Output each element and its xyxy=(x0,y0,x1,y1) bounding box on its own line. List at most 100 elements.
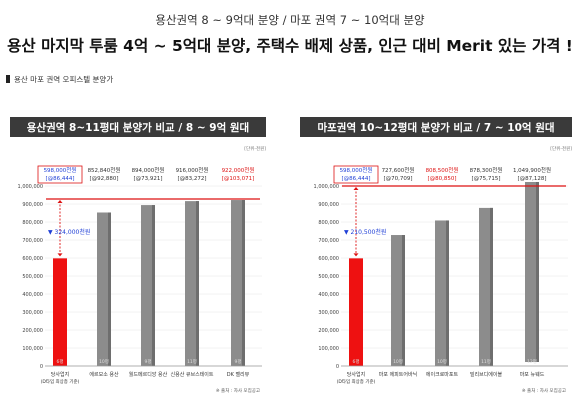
value-label: 808,500천원 xyxy=(426,166,459,174)
y-tick-label: 900,000 xyxy=(318,202,339,208)
difference-arrow-head-up xyxy=(57,200,63,203)
pyeong-label: [@70,709] xyxy=(383,176,412,182)
bar xyxy=(479,207,493,366)
chart-title: 마포권역 10~12평대 분양가 비교 / 7 ~ 10억 원대 xyxy=(317,121,554,134)
y-tick-label: 400,000 xyxy=(22,292,43,298)
difference-arrow-head-down xyxy=(353,253,359,257)
bar-inner-label: 9평 xyxy=(234,358,241,365)
header-title: 용산 마지막 투룸 4억 ~ 5억대 분양, 주택수 배제 상품, 인근 대비 … xyxy=(7,37,573,55)
value-label: 852,840천원 xyxy=(88,166,121,174)
y-tick-label: 500,000 xyxy=(22,274,43,280)
bar-inner-label: 10평 xyxy=(99,358,109,365)
value-label: 598,000천원 xyxy=(44,166,77,174)
bar xyxy=(185,201,199,366)
category-label: 당사업지 xyxy=(51,371,69,378)
bar-inner-label: 9평 xyxy=(144,358,151,365)
pyeong-label: [@75,715] xyxy=(471,176,500,182)
bar-shade xyxy=(196,201,199,366)
bar xyxy=(349,258,363,366)
bar-inner-label: 10평 xyxy=(393,358,403,365)
bar-shade xyxy=(242,200,245,366)
pyeong-label: [@103,071] xyxy=(222,176,255,182)
bullet-square-icon xyxy=(6,75,10,83)
bar-shade xyxy=(402,235,405,366)
y-tick-label: 200,000 xyxy=(318,328,339,334)
pyeong-label: [@86,444] xyxy=(341,176,370,182)
value-label: 727,600천원 xyxy=(382,166,415,174)
difference-arrow-head-up xyxy=(353,187,359,190)
y-tick-label: 600,000 xyxy=(22,256,43,262)
chart-title-bar xyxy=(10,117,266,137)
highlight-label-box xyxy=(37,165,83,184)
bar xyxy=(53,258,67,366)
value-label: 916,000천원 xyxy=(176,166,209,174)
pyeong-label: [@73,921] xyxy=(133,176,162,182)
value-label: 1,049,900천원 xyxy=(513,166,551,174)
value-label: 598,000천원 xyxy=(340,166,373,174)
bar xyxy=(141,205,155,366)
section-label: 용산 마포 권역 오피스텔 분양가 xyxy=(6,74,113,85)
y-tick-label: 0 xyxy=(336,364,339,370)
bar-shade xyxy=(490,207,493,366)
bar-inner-label: 12평 xyxy=(527,358,537,365)
y-tick-label: 300,000 xyxy=(318,310,339,316)
bar-shade xyxy=(108,212,111,366)
y-tick-label: 800,000 xyxy=(22,220,43,226)
y-tick-label: 800,000 xyxy=(318,220,339,226)
y-tick-label: 0 xyxy=(40,364,43,370)
value-label: 894,000천원 xyxy=(132,166,165,174)
y-tick-label: 100,000 xyxy=(22,346,43,352)
highlight-label-box xyxy=(333,165,379,184)
bar-shade xyxy=(446,220,449,366)
bar-inner-label: 10평 xyxy=(437,358,447,365)
category-label: 에이크로마포트 xyxy=(426,371,459,378)
y-tick-label: 300,000 xyxy=(22,310,43,316)
pyeong-label: [@87,128] xyxy=(517,176,546,182)
bar-shade xyxy=(536,182,539,362)
y-tick-label: 500,000 xyxy=(318,274,339,280)
y-tick-label: 600,000 xyxy=(318,256,339,262)
y-tick-label: 400,000 xyxy=(318,292,339,298)
difference-label: ▼ 210,500천원 xyxy=(344,228,386,236)
category-label: 에르모소 용산 xyxy=(89,371,119,378)
unit-note: [단위-천원] xyxy=(244,145,266,152)
bar-inner-label: 6평 xyxy=(352,358,359,365)
category-label: 월드메르디앙 용산 xyxy=(129,371,168,378)
y-tick-label: 700,000 xyxy=(22,238,43,244)
category-label: 마포 뉴웨드 xyxy=(520,371,545,378)
section-label-text: 용산 마포 권역 오피스텔 분양가 xyxy=(14,75,114,84)
y-tick-label: 700,000 xyxy=(318,238,339,244)
pyeong-label: [@92,880] xyxy=(89,176,118,182)
y-tick-label: 900,000 xyxy=(22,202,43,208)
y-tick-label: 200,000 xyxy=(22,328,43,334)
category-sublabel: (D타입 최상층 기준) xyxy=(41,378,80,385)
category-sublabel: (D타입 최상층 기준) xyxy=(337,378,376,385)
pyeong-label: [@80,850] xyxy=(427,176,456,182)
category-label: 마포 에피트어바닉 xyxy=(379,371,417,378)
y-tick-label: 100,000 xyxy=(318,346,339,352)
bar xyxy=(435,220,449,366)
difference-label: ▼ 324,000천원 xyxy=(48,228,90,236)
pyeong-label: [@86,444] xyxy=(45,176,74,182)
chart-title-bar xyxy=(300,117,572,137)
chart-title: 용산권역 8~11평대 분양가 비교 / 8 ~ 9억 원대 xyxy=(27,121,249,134)
category-label: 신용산 큐브스테이트 xyxy=(171,371,214,378)
y-tick-label: 1,000,000 xyxy=(18,184,43,190)
bar xyxy=(231,200,245,366)
y-tick-label: 1,000,000 xyxy=(314,184,339,190)
bar-inner-label: 11평 xyxy=(481,358,491,365)
bar xyxy=(525,182,539,362)
header-subtitle: 용산권역 8 ~ 9억대 분양 / 마포 권역 7 ~ 10억대 분양 xyxy=(155,13,425,27)
bar-inner-label: 11평 xyxy=(187,358,197,365)
value-label: 922,000천원 xyxy=(222,166,255,174)
bar xyxy=(97,212,111,366)
value-label: 878,300천원 xyxy=(470,166,503,174)
category-label: 빌리브디에이블 xyxy=(470,371,503,378)
pyeong-label: [@83,272] xyxy=(177,176,206,182)
source-note: ※ 출처 : 자사 모집공고 xyxy=(216,387,260,394)
bar-shade xyxy=(152,205,155,366)
source-note: ※ 출처 : 자사 모집공고 xyxy=(522,387,566,394)
bar xyxy=(391,235,405,366)
unit-note: [단위-천원] xyxy=(550,145,572,152)
